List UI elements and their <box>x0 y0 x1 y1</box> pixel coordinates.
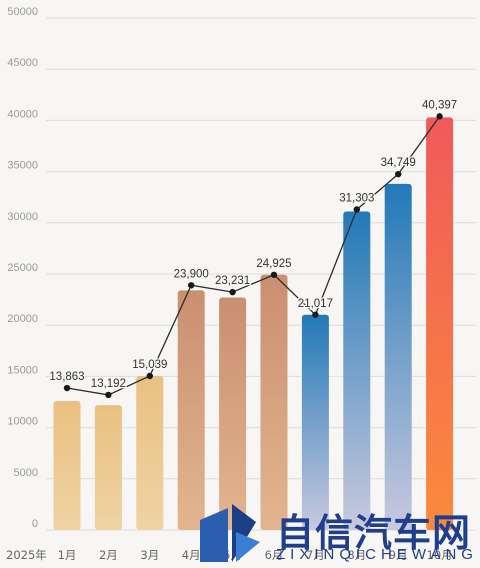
x-axis-year-label: 2025年 <box>6 548 47 562</box>
x-tick-label-7: 8月 <box>347 548 366 562</box>
data-labels: 13,863 13,192 15,039 23,900 23,231 24,925 21,0… <box>48 98 458 391</box>
y-axis-ticks: 0 5000 10000 15000 20000 25000 30000 35000 40000… <box>7 6 38 530</box>
y-tick-label-4: 20000 <box>7 313 38 325</box>
bar-8 <box>384 183 412 530</box>
data-label-5: 24,925 <box>256 258 291 270</box>
y-tick-label-0: 0 <box>32 518 38 530</box>
line-point-3 <box>188 282 195 289</box>
y-tick-label-8: 40000 <box>7 108 38 120</box>
data-label-6: 21,017 <box>298 298 333 310</box>
bar-7 <box>343 211 371 530</box>
data-label-1: 13,192 <box>91 378 126 390</box>
x-tick-label-8: 9月 <box>389 548 408 562</box>
line-point-9 <box>436 113 443 120</box>
data-label-9: 40,397 <box>422 99 457 111</box>
data-label-0: 13,863 <box>49 371 84 383</box>
bar-3 <box>177 290 205 530</box>
bar-5 <box>260 274 288 530</box>
data-label-4: 23,231 <box>215 275 250 287</box>
line-point-4 <box>229 288 236 296</box>
x-tick-label-2: 3月 <box>140 548 159 562</box>
trend-polyline <box>66 115 441 396</box>
bar-1 <box>94 405 122 530</box>
y-tick-label-6: 30000 <box>7 211 38 223</box>
x-tick-label-1: 2月 <box>99 548 118 562</box>
line-point-6 <box>312 311 319 318</box>
trend-line <box>63 113 443 399</box>
data-label-8: 34,749 <box>381 157 416 169</box>
x-tick-label-5: 6月 <box>265 548 284 562</box>
y-tick-label-9: 45000 <box>7 57 38 69</box>
bar-2 <box>136 376 164 530</box>
data-label-7: 31,303 <box>339 192 374 204</box>
line-point-0 <box>63 384 71 392</box>
line-point-2 <box>146 372 153 380</box>
y-tick-label-5: 25000 <box>7 262 38 274</box>
y-tick-label-3: 15000 <box>7 364 38 376</box>
line-point-1 <box>105 391 112 399</box>
watermark-text-cn: 自信汽车网 <box>276 511 472 555</box>
x-tick-label-9: 10月 <box>427 548 453 562</box>
x-tick-label-6: 7月 <box>306 548 325 562</box>
y-tick-label-1: 5000 <box>14 467 38 479</box>
data-label-2: 15,039 <box>132 359 167 371</box>
bar-4 <box>219 297 247 530</box>
bar-0 <box>53 400 81 530</box>
watermark-logo-icon <box>200 504 260 562</box>
line-point-7 <box>353 206 360 213</box>
data-label-3: 23,900 <box>174 268 209 280</box>
bar-6 <box>301 314 329 530</box>
y-tick-label-7: 35000 <box>7 160 38 172</box>
y-tick-label-10: 50000 <box>7 6 38 18</box>
line-point-5 <box>270 271 278 278</box>
x-tick-label-0: 1月 <box>58 548 77 562</box>
line-point-8 <box>395 170 402 178</box>
bar-9 <box>426 117 454 530</box>
x-tick-label-3: 4月 <box>182 548 201 562</box>
y-tick-label-2: 10000 <box>7 416 38 428</box>
watermark: 自信汽车网 ZIXINQICHEWANG <box>196 502 480 568</box>
bars <box>53 117 454 530</box>
watermark-text-en: ZIXINQICHEWANG <box>276 546 478 563</box>
